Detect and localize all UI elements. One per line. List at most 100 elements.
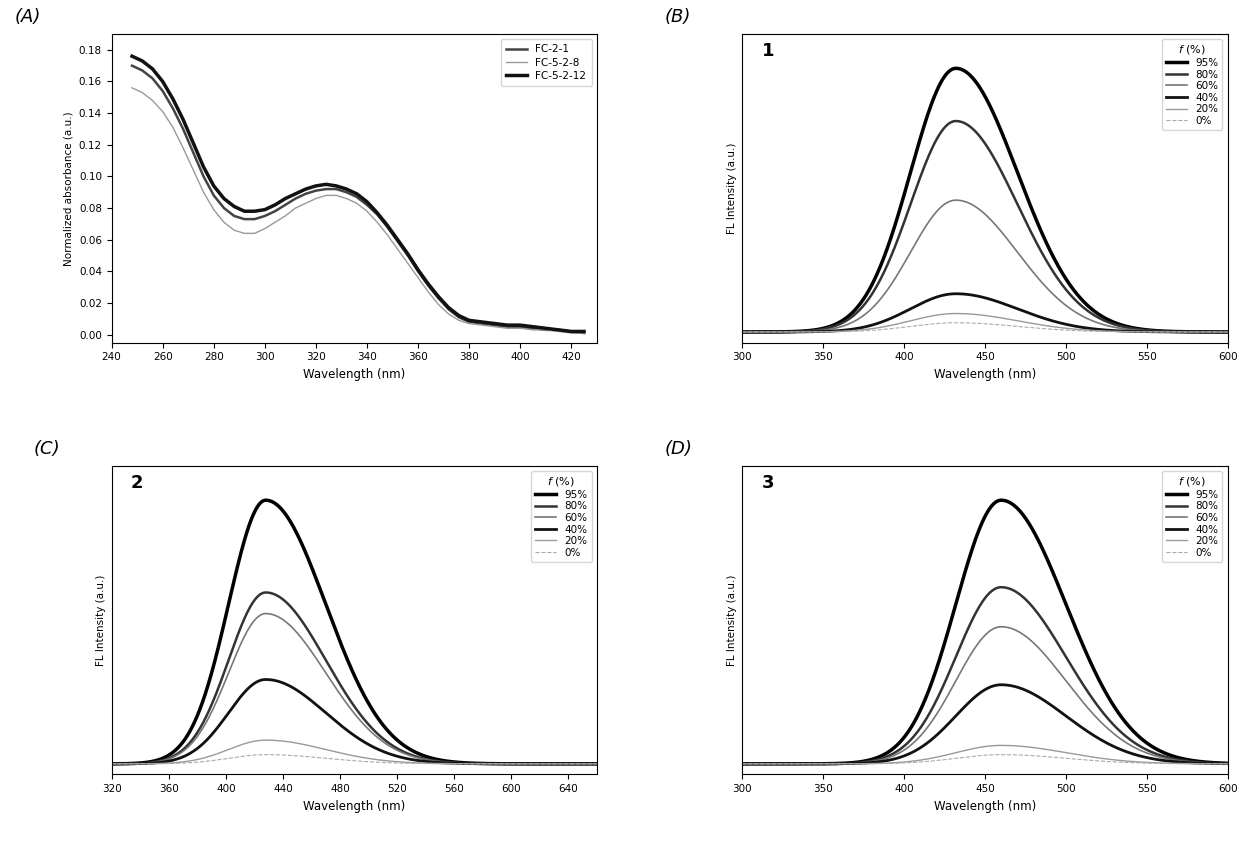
FC-5-2-8 — [309, 193, 324, 203]
FC-2-1 — [577, 328, 591, 338]
Legend: FC-2-1, FC-5-2-8, FC-5-2-12: FC-2-1, FC-5-2-8, FC-5-2-12 — [501, 39, 591, 86]
FC-2-1 — [487, 320, 502, 330]
FC-5-2-12 — [461, 315, 476, 325]
Text: (A): (A) — [15, 8, 41, 26]
FC-2-1 — [124, 60, 139, 71]
FC-2-1 — [339, 187, 353, 197]
FC-5-2-8 — [124, 83, 139, 93]
FC-2-1 — [401, 250, 415, 260]
FC-5-2-12 — [309, 180, 324, 191]
Text: (B): (B) — [665, 8, 691, 26]
FC-5-2-12 — [155, 77, 170, 87]
FC-5-2-8 — [217, 217, 232, 227]
FC-2-1 — [309, 186, 324, 196]
FC-5-2-12 — [227, 202, 242, 212]
FC-5-2-12 — [500, 320, 515, 330]
FC-5-2-12 — [379, 220, 394, 231]
FC-2-1 — [217, 203, 232, 213]
FC-5-2-8 — [288, 203, 303, 213]
FC-5-2-8 — [420, 287, 435, 297]
FC-5-2-8 — [339, 193, 353, 203]
FC-5-2-12 — [217, 193, 232, 203]
FC-2-1 — [299, 189, 314, 199]
FC-2-1 — [461, 317, 476, 327]
FC-5-2-12 — [299, 184, 314, 194]
FC-5-2-8 — [475, 320, 490, 330]
FC-5-2-12 — [196, 162, 211, 172]
X-axis label: Wavelength (nm): Wavelength (nm) — [303, 368, 405, 380]
FC-2-1 — [278, 200, 293, 210]
FC-5-2-8 — [564, 328, 579, 338]
Line: FC-2-1: FC-2-1 — [131, 66, 584, 333]
FC-5-2-8 — [391, 244, 405, 254]
FC-5-2-8 — [487, 322, 502, 332]
X-axis label: Wavelength (nm): Wavelength (nm) — [934, 800, 1037, 813]
FC-2-1 — [410, 266, 425, 277]
FC-5-2-12 — [432, 292, 446, 302]
FC-2-1 — [165, 103, 180, 113]
FC-2-1 — [247, 214, 262, 225]
FC-5-2-8 — [577, 328, 591, 338]
FC-5-2-8 — [370, 217, 384, 227]
FC-5-2-8 — [278, 211, 293, 221]
FC-5-2-8 — [319, 191, 334, 201]
FC-5-2-8 — [135, 88, 150, 98]
FC-5-2-12 — [410, 265, 425, 275]
FC-5-2-12 — [391, 235, 405, 245]
FC-5-2-12 — [451, 311, 466, 321]
Y-axis label: FL Intensity (a.u.): FL Intensity (a.u.) — [95, 574, 107, 665]
FC-5-2-12 — [247, 206, 262, 216]
Line: FC-5-2-8: FC-5-2-8 — [131, 88, 584, 333]
FC-5-2-12 — [206, 180, 221, 191]
Text: (D): (D) — [665, 440, 693, 458]
FC-2-1 — [268, 206, 283, 216]
FC-5-2-12 — [370, 208, 384, 218]
Text: 1: 1 — [761, 42, 774, 60]
FC-5-2-8 — [186, 165, 201, 175]
FC-5-2-8 — [451, 315, 466, 325]
Text: 3: 3 — [761, 473, 774, 492]
FC-5-2-12 — [268, 200, 283, 210]
FC-5-2-8 — [350, 198, 365, 208]
FC-2-1 — [500, 322, 515, 332]
FC-5-2-8 — [237, 228, 252, 238]
Text: (C): (C) — [33, 440, 61, 458]
FC-2-1 — [196, 171, 211, 181]
FC-5-2-8 — [165, 123, 180, 133]
FC-2-1 — [350, 191, 365, 202]
FC-2-1 — [258, 211, 273, 221]
FC-5-2-12 — [551, 325, 565, 335]
FC-5-2-8 — [299, 198, 314, 208]
FC-5-2-8 — [461, 318, 476, 328]
FC-5-2-8 — [513, 323, 528, 334]
FC-5-2-12 — [401, 248, 415, 259]
FC-5-2-12 — [176, 114, 191, 124]
FC-5-2-12 — [258, 204, 273, 214]
Y-axis label: FL Intensity (a.u.): FL Intensity (a.u.) — [727, 143, 737, 234]
FC-2-1 — [513, 322, 528, 332]
FC-2-1 — [319, 184, 334, 194]
X-axis label: Wavelength (nm): Wavelength (nm) — [934, 368, 1037, 380]
FC-5-2-12 — [288, 189, 303, 199]
FC-5-2-12 — [538, 323, 553, 334]
FC-5-2-12 — [124, 51, 139, 61]
FC-5-2-12 — [278, 193, 293, 203]
FC-2-1 — [329, 184, 343, 194]
FC-2-1 — [360, 200, 374, 210]
FC-2-1 — [564, 326, 579, 336]
Y-axis label: FL Intensity (a.u.): FL Intensity (a.u.) — [727, 574, 737, 665]
FC-5-2-8 — [155, 106, 170, 117]
FC-2-1 — [288, 193, 303, 203]
FC-5-2-8 — [410, 272, 425, 283]
Text: 2: 2 — [131, 473, 144, 492]
FC-2-1 — [155, 86, 170, 96]
FC-2-1 — [420, 281, 435, 291]
Legend: 95%, 80%, 60%, 40%, 20%, 0%: 95%, 80%, 60%, 40%, 20%, 0% — [531, 471, 591, 562]
FC-5-2-8 — [258, 224, 273, 234]
FC-2-1 — [538, 325, 553, 335]
FC-5-2-12 — [526, 322, 541, 332]
FC-5-2-12 — [487, 318, 502, 328]
FC-5-2-8 — [360, 206, 374, 216]
FC-2-1 — [227, 211, 242, 221]
Legend: 95%, 80%, 60%, 40%, 20%, 0%: 95%, 80%, 60%, 40%, 20%, 0% — [1162, 471, 1223, 562]
